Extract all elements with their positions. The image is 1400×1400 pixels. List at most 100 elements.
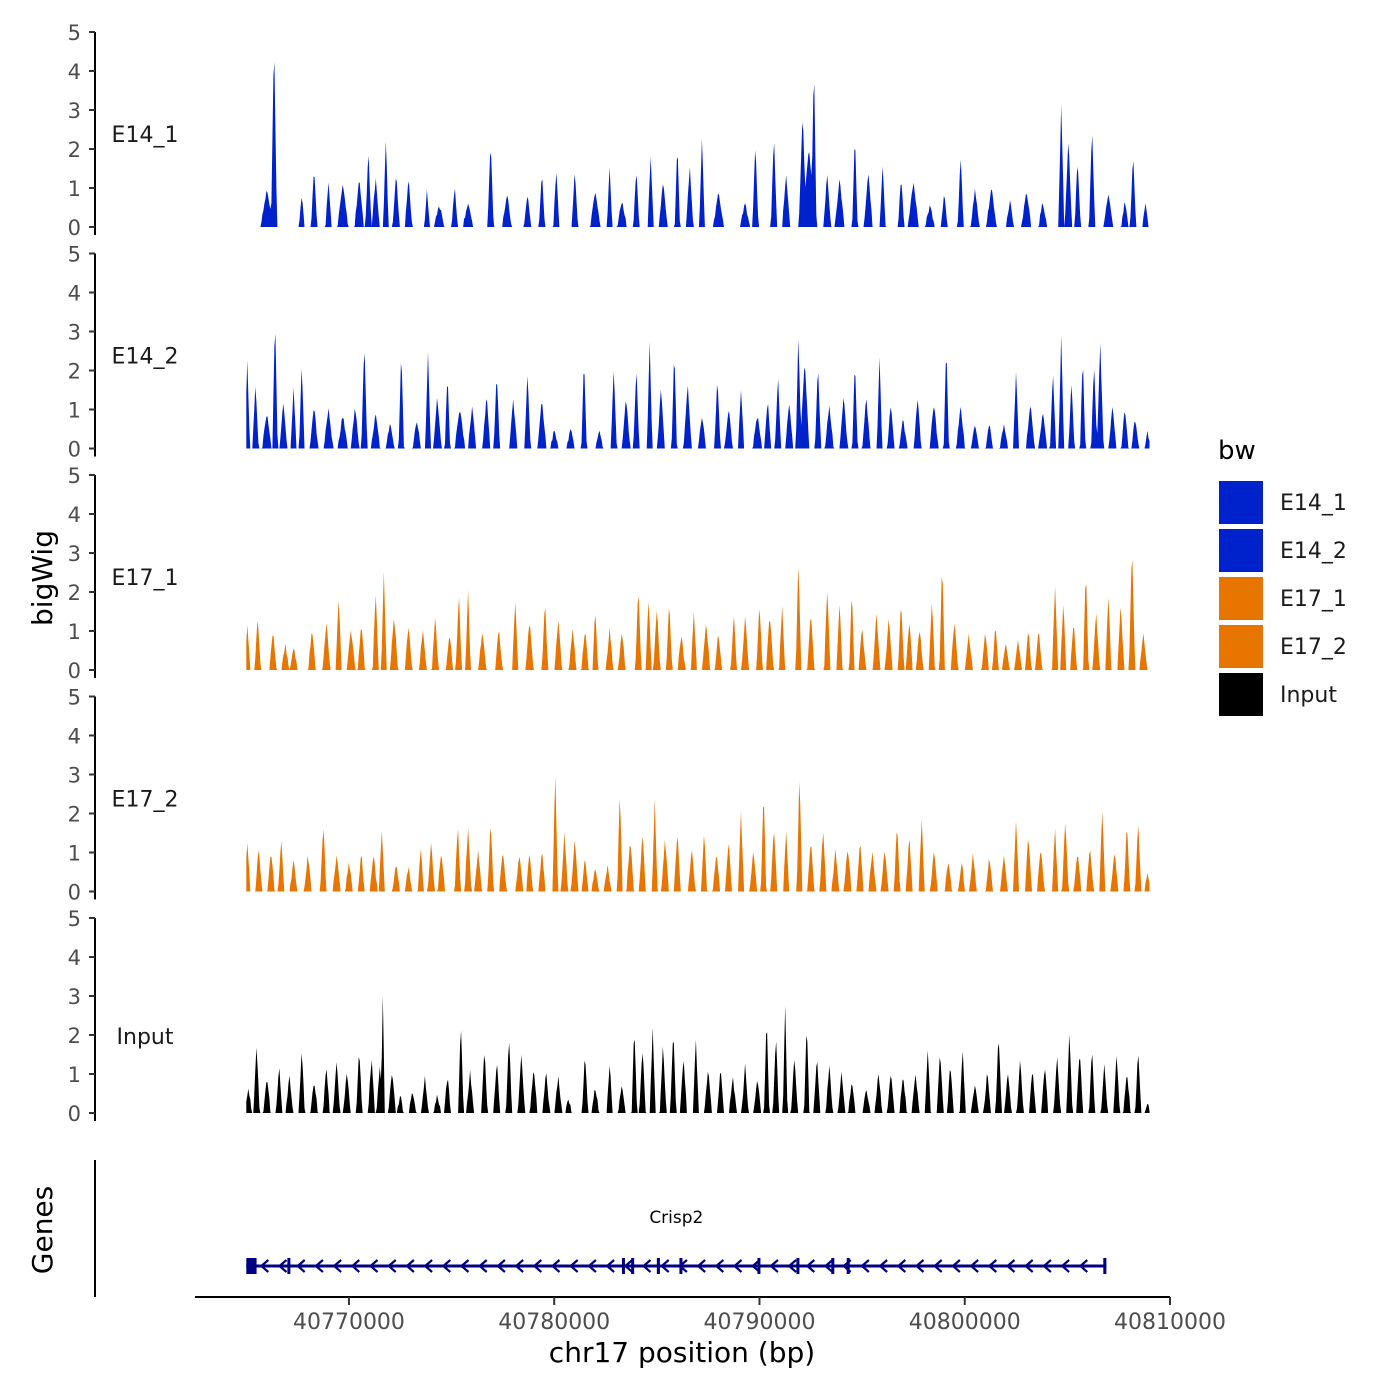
legend-swatch	[1219, 625, 1263, 668]
y-tick-label: 4	[68, 503, 81, 527]
strand-arrow	[496, 1259, 506, 1273]
strand-arrow	[805, 1259, 816, 1273]
track-E14_2: 0 1 2 3 4 5 E14_2	[68, 243, 1150, 462]
strand-arrow	[532, 1259, 543, 1273]
y-tick-label: 2	[68, 581, 81, 605]
strand-arrow	[296, 1259, 306, 1273]
track-label: E17_2	[112, 788, 179, 813]
y-tick-label: 3	[68, 542, 81, 566]
gene-exon	[796, 1258, 800, 1274]
x-axis: 40770000 40780000 40790000 40800000 40810000	[195, 1296, 1226, 1335]
y-tick-label: 3	[68, 321, 81, 345]
track-label: E17_1	[112, 566, 179, 591]
strand-arrow	[350, 1259, 361, 1273]
y-tick-label: 5	[68, 243, 81, 267]
y-tick-label: 1	[68, 620, 81, 644]
legend-swatch	[1219, 673, 1263, 716]
x-tick-label: 40770000	[293, 1310, 405, 1335]
strand-arrow	[1042, 1259, 1052, 1273]
strand-arrow	[405, 1259, 415, 1273]
strand-arrow	[878, 1259, 888, 1273]
legend-label: E14_1	[1280, 491, 1347, 516]
gene-label: Crisp2	[649, 1208, 703, 1228]
y-tick-label: 1	[68, 1063, 81, 1087]
y-tick-label: 5	[68, 464, 81, 488]
strand-arrow	[259, 1259, 270, 1273]
y-tick-label: 0	[68, 216, 81, 240]
track-Input: 0 1 2 3 4 5 Input	[68, 907, 1150, 1126]
y-tick-label: 1	[68, 842, 81, 866]
y-tick-label: 1	[68, 399, 81, 423]
strand-arrow	[1078, 1259, 1089, 1273]
strand-arrow	[823, 1259, 834, 1273]
gene-exon	[757, 1258, 761, 1274]
y-tick-label: 2	[68, 138, 81, 162]
x-tick-label: 40790000	[703, 1310, 815, 1335]
strand-arrow	[987, 1259, 998, 1273]
legend-label: E14_2	[1280, 539, 1347, 564]
x-tick-label: 40780000	[498, 1310, 610, 1335]
track-label: E14_1	[112, 123, 179, 148]
strand-arrow	[969, 1259, 979, 1273]
strand-arrow	[1005, 1259, 1016, 1273]
strand-arrow	[1024, 1259, 1034, 1273]
legend: bw E14_1 E14_2 E17_1 E17_2 Input	[1218, 436, 1347, 716]
track-E17_1: 0 1 2 3 4 5 E17_1	[68, 464, 1150, 683]
strand-arrow	[860, 1259, 870, 1273]
gene-exon	[246, 1258, 257, 1274]
strand-arrow	[896, 1259, 907, 1273]
y-tick-label: 0	[68, 881, 81, 905]
track-panels: 0 1 2 3 4 5 E14_1 0 1 2 3 4 5 E14_2 0 1 2 3 4 5 E17_1 0 1 2 3 4 5 E…	[68, 21, 1150, 1126]
legend-swatch	[1219, 577, 1263, 620]
strand-arrow	[914, 1259, 925, 1273]
strand-arrow	[660, 1259, 670, 1273]
y-tick-label: 5	[68, 21, 81, 45]
signal-area	[246, 62, 1150, 227]
gene-exon	[846, 1258, 850, 1274]
legend-swatch	[1219, 481, 1263, 524]
strand-arrow	[332, 1259, 342, 1273]
strand-arrow	[641, 1259, 652, 1273]
gene-exon	[831, 1258, 835, 1274]
signal-area	[246, 995, 1150, 1113]
signal-area	[246, 560, 1150, 670]
y-tick-label: 0	[68, 1102, 81, 1126]
y-tick-label: 0	[68, 659, 81, 683]
y-tick-label: 2	[68, 1024, 81, 1048]
x-axis-title: chr17 position (bp)	[549, 1336, 815, 1369]
gene-exon	[1103, 1258, 1107, 1274]
y-tick-label: 0	[68, 438, 81, 462]
strand-arrow	[277, 1259, 288, 1273]
gene-exon	[287, 1258, 291, 1274]
y-tick-label: 5	[68, 907, 81, 931]
track-E17_2: 0 1 2 3 4 5 E17_2	[68, 686, 1150, 905]
track-label: Input	[117, 1025, 174, 1050]
genes-axis-title: Genes	[26, 1186, 59, 1274]
strand-arrow	[569, 1259, 579, 1273]
strand-arrow	[478, 1259, 488, 1273]
gene-model	[246, 1258, 1107, 1274]
y-axis-title: bigWig	[26, 530, 59, 626]
strand-arrow	[605, 1259, 615, 1273]
legend-label: E17_2	[1280, 635, 1347, 660]
y-tick-label: 3	[68, 764, 81, 788]
strand-arrow	[587, 1259, 597, 1273]
strand-arrow	[623, 1259, 634, 1273]
strand-arrow	[514, 1259, 524, 1273]
strand-arrow	[696, 1259, 706, 1273]
y-tick-label: 3	[68, 985, 81, 1009]
signal-area	[246, 333, 1150, 449]
strand-arrow	[732, 1259, 743, 1273]
genes-panel: Crisp2	[94, 1160, 1107, 1297]
y-tick-label: 4	[68, 725, 81, 749]
strand-arrow	[933, 1259, 943, 1273]
legend-swatch	[1219, 529, 1263, 572]
y-tick-label: 5	[68, 686, 81, 710]
strand-arrow	[951, 1259, 961, 1273]
y-tick-label: 3	[68, 99, 81, 123]
strand-arrow	[1060, 1259, 1070, 1273]
x-tick-label: 40810000	[1114, 1310, 1226, 1335]
strand-arrow	[368, 1259, 379, 1273]
gene-exon	[656, 1258, 660, 1274]
track-label: E14_2	[112, 345, 179, 370]
